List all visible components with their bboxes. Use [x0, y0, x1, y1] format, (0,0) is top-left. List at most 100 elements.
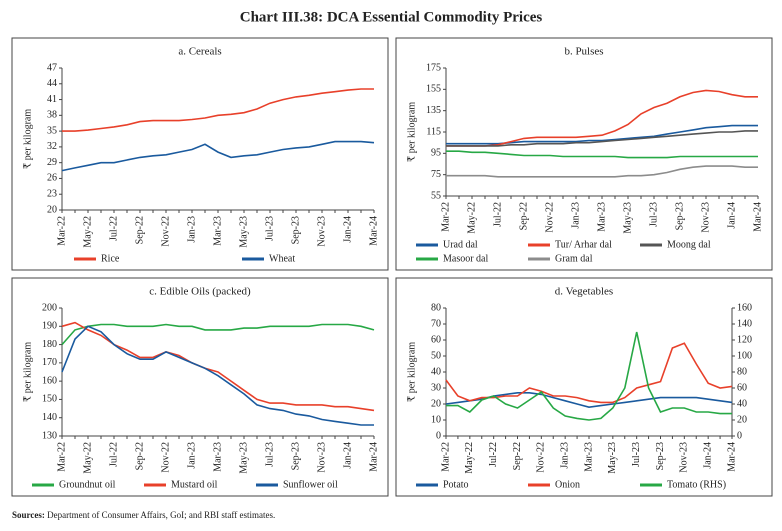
y-tick-label: 50 — [431, 350, 441, 361]
x-tick-label: Nov-22 — [160, 216, 171, 247]
panel-frame — [11, 277, 389, 497]
x-tick-label: Jul-22 — [492, 202, 503, 227]
series-line — [61, 325, 374, 426]
y-tick-label: 180 — [42, 339, 57, 350]
series-line — [61, 140, 375, 172]
y-tick-label: 150 — [42, 394, 57, 405]
y-tick-label: 170 — [42, 357, 57, 368]
x-tick-label: Mar-23 — [583, 442, 594, 472]
y-axis-label: ₹ per kilogram — [22, 109, 33, 169]
y-tick-label: 80 — [431, 302, 441, 313]
y-tick-label: 155 — [426, 84, 441, 95]
y-tick-label: 200 — [42, 302, 57, 313]
y-tick-label: 30 — [431, 382, 441, 393]
series-line — [446, 124, 758, 145]
legend-label: Wheat — [269, 253, 295, 264]
y2-tick-label: 80 — [737, 366, 747, 377]
legend-label: Groundnut oil — [59, 479, 116, 490]
legend-label: Rice — [101, 253, 120, 264]
x-tick-label: May-22 — [466, 202, 477, 234]
x-tick-label: May-23 — [622, 202, 633, 234]
legend-label: Mustard oil — [171, 479, 218, 490]
y-axis-label: ₹ per kilogram — [406, 342, 417, 402]
y2-tick-label: 20 — [737, 414, 747, 425]
x-tick-label: Mar-24 — [368, 216, 379, 246]
y-tick-label: 44 — [47, 78, 57, 89]
legend-label: Moong dal — [667, 239, 711, 250]
x-tick-label: Mar-24 — [752, 202, 763, 232]
y-tick-label: 41 — [47, 94, 57, 105]
y-tick-label: 20 — [431, 398, 441, 409]
x-tick-label: Jan-24 — [342, 442, 353, 469]
y2-tick-label: 160 — [737, 302, 752, 313]
x-tick-label: Nov-23 — [316, 442, 327, 473]
series-line — [446, 89, 758, 147]
legend-label: Urad dal — [443, 239, 478, 250]
x-tick-label: Sep-23 — [290, 216, 301, 244]
x-tick-label: Jan-23 — [186, 442, 197, 469]
y-axis-label: ₹ per kilogram — [22, 342, 33, 402]
y-tick-label: 40 — [431, 366, 441, 377]
y-tick-label: 140 — [42, 412, 57, 423]
series-line — [62, 88, 374, 132]
x-tick-label: Nov-23 — [700, 202, 711, 233]
panel-title: d. Vegetables — [555, 286, 613, 298]
x-tick-label: Jan-24 — [726, 202, 737, 229]
series-line — [61, 321, 375, 412]
y-tick-label: 47 — [47, 62, 57, 73]
chart-title: Chart III.38: DCA Essential Commodity Pr… — [240, 9, 543, 25]
series-line — [446, 165, 758, 178]
y-tick-label: 38 — [47, 110, 57, 121]
x-tick-label: Jul-22 — [108, 442, 119, 467]
series-line — [446, 331, 732, 421]
y-tick-label: 20 — [47, 204, 57, 215]
legend-label: Masoor dal — [443, 253, 488, 264]
y-tick-label: 55 — [431, 190, 441, 201]
panel-frame — [11, 37, 389, 271]
x-tick-label: Jul-23 — [264, 216, 275, 241]
legend-label: Tomato (RHS) — [667, 479, 726, 490]
x-tick-label: Sep-23 — [290, 442, 301, 470]
x-tick-label: Mar-24 — [726, 442, 737, 472]
legend-label: Potato — [443, 479, 469, 490]
x-tick-label: Jul-22 — [488, 442, 499, 467]
series-line — [446, 150, 758, 159]
x-tick-label: Jan-24 — [342, 216, 353, 243]
y-tick-label: 26 — [47, 173, 57, 184]
y2-tick-label: 120 — [737, 334, 752, 345]
y-tick-label: 60 — [431, 334, 441, 345]
x-tick-label: May-23 — [238, 442, 249, 474]
x-tick-label: Sep-22 — [512, 442, 523, 470]
x-tick-label: Mar-23 — [212, 216, 223, 246]
y-tick-label: 0 — [436, 430, 441, 441]
x-tick-label: Sep-23 — [674, 202, 685, 230]
legend-label: Gram dal — [555, 253, 593, 264]
x-tick-label: Jan-24 — [702, 442, 713, 469]
x-tick-label: Mar-23 — [212, 442, 223, 472]
y2-tick-label: 0 — [737, 430, 742, 441]
x-tick-label: Jul-22 — [108, 216, 119, 241]
x-tick-label: Sep-22 — [518, 202, 529, 230]
x-tick-label: Nov-22 — [544, 202, 555, 233]
panel-frame — [395, 277, 773, 497]
x-tick-label: Nov-22 — [160, 442, 171, 473]
x-tick-label: Mar-24 — [368, 442, 379, 472]
x-tick-label: Nov-23 — [679, 442, 690, 473]
panel-frame — [395, 37, 773, 271]
y2-tick-label: 60 — [737, 382, 747, 393]
series-line — [446, 130, 758, 147]
legend-label: Tur/ Arhar dal — [555, 239, 612, 250]
series-line — [445, 342, 733, 404]
y2-tick-label: 100 — [737, 350, 752, 361]
y2-tick-label: 40 — [737, 398, 747, 409]
y-tick-label: 23 — [47, 189, 57, 200]
x-tick-label: May-23 — [238, 216, 249, 248]
x-tick-label: May-22 — [82, 216, 93, 248]
x-tick-label: Jul-23 — [631, 442, 642, 467]
legend-label: Onion — [555, 479, 580, 490]
panel-title: b. Pulses — [564, 46, 603, 58]
y-tick-label: 95 — [431, 148, 441, 159]
x-tick-label: Sep-22 — [134, 442, 145, 470]
y-tick-label: 190 — [42, 321, 57, 332]
